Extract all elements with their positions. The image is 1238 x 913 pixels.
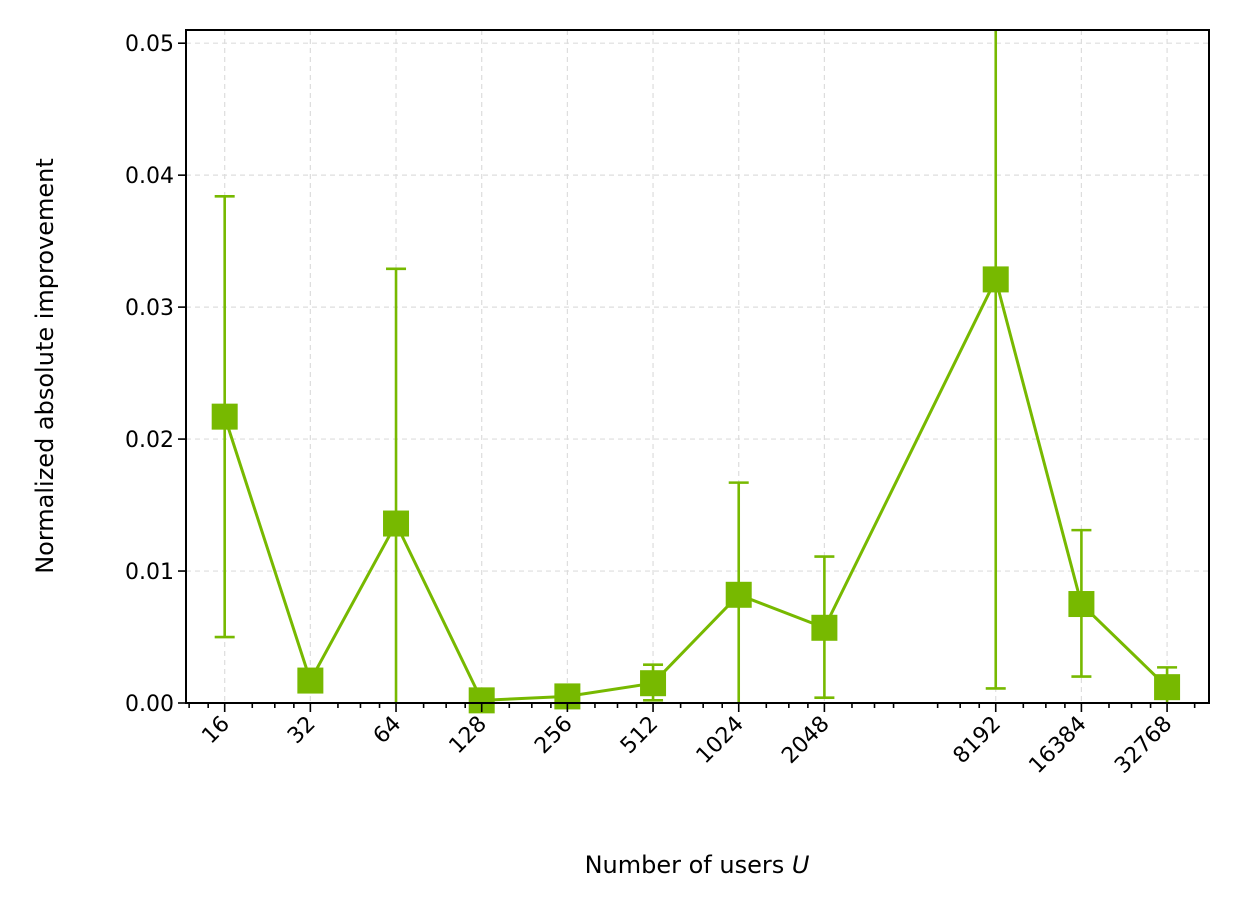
- axes: 16 32 64 128 256 512 1024 2048 8192 16384 32768 0.0…: [125, 32, 1196, 779]
- data-point: [811, 614, 838, 641]
- x-axis-title: Number of users U: [585, 851, 810, 879]
- y-tick-label: 0.00: [125, 692, 174, 717]
- x-tick-label: 8192: [949, 712, 1006, 769]
- grid: [186, 30, 1209, 704]
- y-tick-label: 0.03: [125, 296, 174, 321]
- data-point: [640, 670, 667, 697]
- x-tick-label: 128: [445, 712, 492, 759]
- y-tick-label: 0.04: [125, 164, 174, 189]
- y-axis-title: Normalized absolute improvement: [31, 158, 59, 574]
- data-point: [1154, 674, 1181, 701]
- y-tick-label: 0.05: [125, 32, 174, 57]
- x-tick-label: 2048: [777, 712, 834, 769]
- data-point: [1068, 591, 1095, 618]
- x-axis-title-variable: U: [792, 851, 810, 879]
- x-tick-label: 1024: [692, 712, 749, 769]
- y-tick-label: 0.01: [125, 560, 174, 585]
- x-tick-label: 16384: [1024, 712, 1091, 779]
- data-point: [725, 581, 752, 608]
- data-series: [186, 30, 1209, 714]
- data-point: [982, 266, 1009, 293]
- x-tick-label: 32768: [1110, 712, 1177, 779]
- x-tick-label: 512: [616, 712, 663, 759]
- data-point: [211, 403, 238, 430]
- x-tick-label: 256: [530, 712, 577, 759]
- plot-frame: [185, 29, 1210, 704]
- x-tick-label: 32: [283, 712, 320, 749]
- series-line: [223, 275, 1169, 702]
- x-tick-label: 64: [369, 712, 406, 749]
- y-tick-label: 0.02: [125, 428, 174, 453]
- data-point: [297, 667, 324, 694]
- x-tick-label: 16: [197, 712, 234, 749]
- data-point: [383, 510, 410, 537]
- x-axis-title-text: Number of users: [585, 851, 785, 879]
